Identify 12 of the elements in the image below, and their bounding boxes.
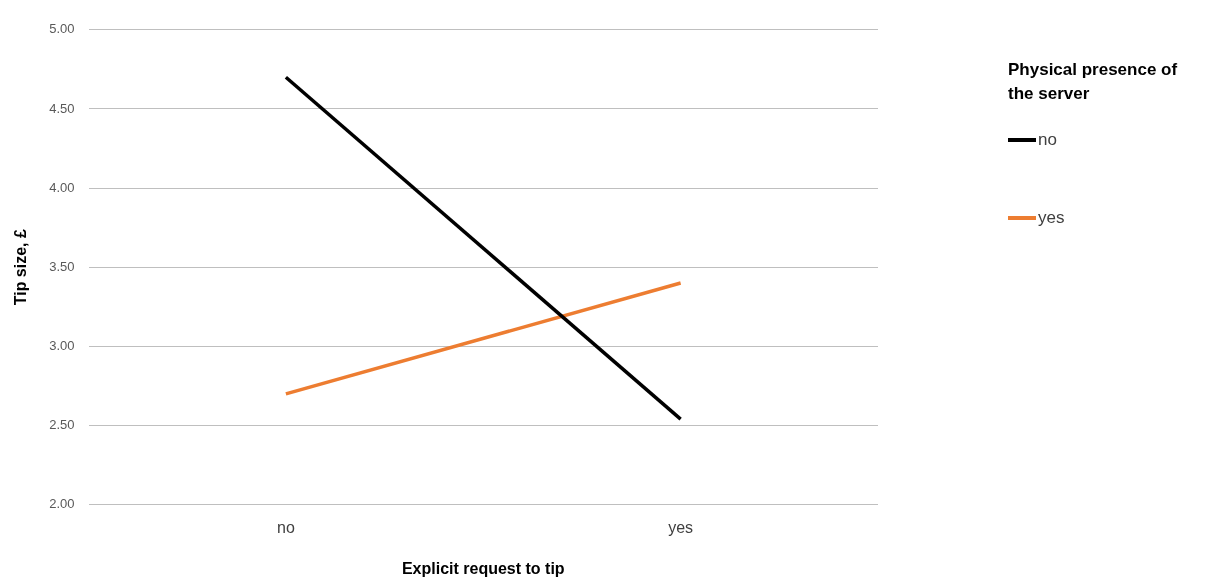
legend-label: no [1038,130,1057,150]
x-axis-title: Explicit request to tip [401,559,565,577]
y-axis-title: Tip size, £ [12,229,30,306]
y-tick-label: 4.00 [49,179,75,195]
y-tick-label: 3.00 [49,337,75,353]
legend-label: yes [1038,208,1065,228]
y-tick-label: 2.50 [49,417,75,433]
legend-title: Physical presence of the server [1008,59,1179,105]
y-tick-label: 2.00 [49,496,75,512]
y-tick-label: 3.50 [49,258,75,274]
y-tick-label: 4.50 [49,100,75,116]
y-tick-label: 5.00 [49,21,75,37]
